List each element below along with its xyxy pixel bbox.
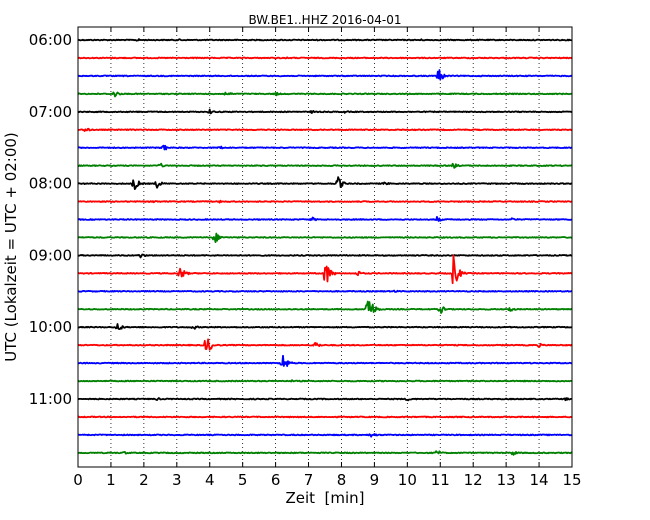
x-tick-label-0: 0: [73, 471, 83, 489]
trace-row-1100: [77, 397, 573, 402]
x-tick-label-8: 8: [337, 471, 347, 489]
trace-row-0945: [77, 300, 573, 314]
trace-row-1015: [77, 338, 573, 351]
trace-row-0730: [77, 144, 573, 151]
trace-row-1130: [77, 433, 573, 438]
trace-row-0700: [77, 108, 573, 115]
plot-frame: [77, 26, 573, 468]
x-tick-label-6: 6: [271, 471, 281, 489]
trace-row-0830: [77, 216, 573, 222]
trace-row-0745: [77, 162, 573, 169]
x-axis-ticks: 0 1 2 3 4 5 6 7 8 9 10 11 12 13 14 15: [73, 27, 582, 489]
trace-row-0615: [77, 56, 573, 60]
y-tick-label-0800: 08:00: [29, 175, 72, 193]
y-tick-label-1100: 11:00: [29, 390, 72, 408]
vertical-grid: [110, 27, 540, 467]
x-tick-label-11: 11: [431, 471, 450, 489]
x-tick-label-1: 1: [106, 471, 116, 489]
trace-row-0930: [77, 289, 573, 293]
x-tick-label-10: 10: [398, 471, 417, 489]
trace-row-1145: [77, 450, 573, 456]
y-tick-label-1000: 10:00: [29, 318, 72, 336]
trace-row-0845: [77, 232, 573, 244]
x-axis-label: Zeit [min]: [285, 489, 364, 507]
y-tick-label-0600: 06:00: [29, 31, 72, 49]
trace-row-0900: [77, 253, 573, 259]
chart-title: BW.BE1..HHZ 2016-04-01: [248, 13, 401, 27]
x-tick-label-9: 9: [370, 471, 380, 489]
x-tick-label-5: 5: [238, 471, 248, 489]
x-tick-label-12: 12: [464, 471, 483, 489]
trace-row-0815: [77, 199, 573, 204]
y-axis-label: UTC (Lokalzeit = UTC + 02:00): [2, 132, 20, 362]
trace-row-1000: [77, 323, 573, 331]
trace-row-0715: [77, 127, 573, 132]
trace-row-1115: [77, 415, 573, 419]
y-tick-label-0900: 09:00: [29, 246, 72, 264]
trace-rows: [77, 38, 573, 456]
trace-row-0630: [77, 69, 573, 81]
x-tick-label-2: 2: [139, 471, 149, 489]
x-tick-label-15: 15: [562, 471, 581, 489]
trace-row-1030: [77, 354, 573, 367]
x-tick-label-7: 7: [304, 471, 314, 489]
trace-row-1045: [77, 379, 573, 383]
trace-row-0800: [77, 176, 573, 190]
trace-row-0915: [77, 254, 573, 285]
x-tick-label-14: 14: [530, 471, 549, 489]
trace-row-0645: [77, 91, 573, 98]
y-tick-label-0700: 07:00: [29, 103, 72, 121]
y-axis-ticks: 06:00 07:00 08:00 09:00 10:00 11:00: [29, 31, 572, 408]
x-tick-label-4: 4: [205, 471, 215, 489]
x-tick-label-13: 13: [497, 471, 516, 489]
trace-row-0600: [77, 38, 573, 42]
x-tick-label-3: 3: [172, 471, 182, 489]
